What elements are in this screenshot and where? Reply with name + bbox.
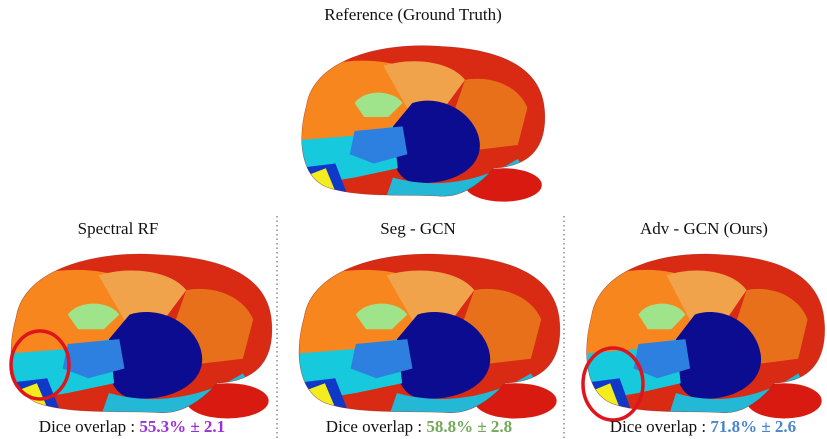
brain-adv-gcn: [582, 246, 826, 422]
metric-value: 55.3% ± 2.1: [139, 417, 225, 436]
panel-title: Seg - GCN: [380, 219, 456, 238]
caption: Dice overlap : 55.3% ± 2.1: [39, 417, 225, 436]
brain-spectral-rf: [6, 246, 274, 422]
reference-title: Reference (Ground Truth): [324, 5, 502, 24]
metric-value: 71.8% ± 2.6: [710, 417, 796, 436]
caption: Dice overlap : 71.8% ± 2.6: [610, 417, 796, 436]
metric-label: Dice overlap :: [39, 417, 135, 436]
metric-label: Dice overlap :: [610, 417, 706, 436]
panel-title: Spectral RF: [78, 219, 159, 238]
brain-seg-gcn: [294, 246, 562, 422]
reference-brain: [297, 38, 547, 205]
caption: Dice overlap : 58.8% ± 2.8: [326, 417, 512, 436]
figure: Reference (Ground Truth) Spectral RF Seg…: [0, 0, 827, 439]
metric-label: Dice overlap :: [326, 417, 422, 436]
page: {"figure": { "reference": {"title": "Ref…: [0, 0, 827, 439]
panel-title: Adv - GCN (Ours): [640, 219, 768, 238]
metric-value: 58.8% ± 2.8: [426, 417, 512, 436]
